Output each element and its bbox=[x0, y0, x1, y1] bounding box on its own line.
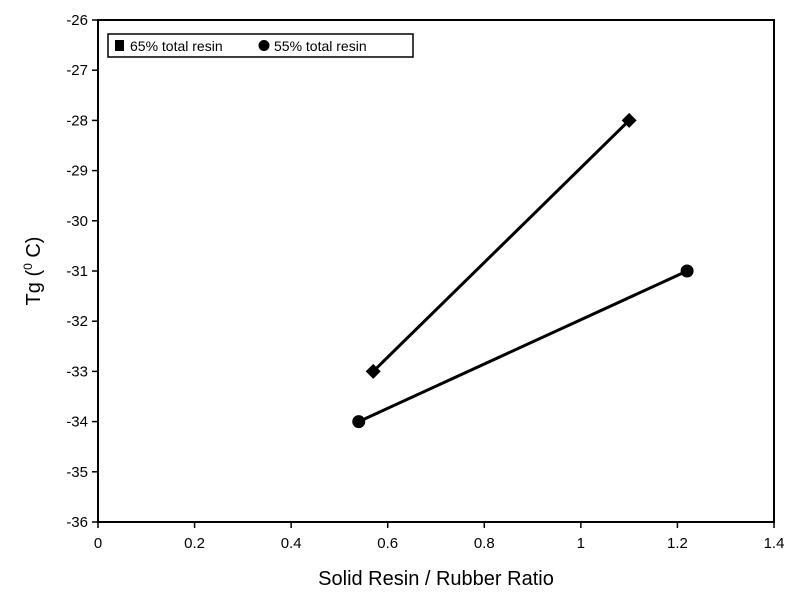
y-axis: -26 -27 -28 -29 -30 -31 -32 -33 -34 -35 -36 bbox=[66, 12, 98, 531]
plot-area bbox=[97, 19, 775, 523]
series-layer bbox=[352, 112, 694, 429]
series-65 bbox=[365, 112, 637, 379]
y-tick-label: -35 bbox=[66, 464, 88, 481]
y-tick-label: -26 bbox=[66, 12, 88, 29]
y-tick-label: -36 bbox=[66, 514, 88, 531]
legend-marker-65 bbox=[115, 40, 124, 51]
x-tick-label: 0.2 bbox=[184, 535, 205, 552]
series-line bbox=[358, 269, 688, 423]
y-axis-title-superscript: 0 bbox=[21, 263, 35, 270]
x-axis-title: Solid Resin / Rubber Ratio bbox=[318, 568, 554, 590]
legend-marker-55 bbox=[258, 40, 270, 51]
data-point bbox=[365, 363, 381, 379]
y-tick-label: -33 bbox=[66, 363, 88, 380]
x-tick-label: 0.4 bbox=[281, 535, 302, 552]
legend: 65% total resin 55% total resin bbox=[107, 33, 414, 58]
y-tick-label: -34 bbox=[66, 414, 88, 431]
x-tick-label: 0 bbox=[94, 535, 102, 552]
x-tick-label: 1.2 bbox=[667, 535, 688, 552]
x-tick-label: 1.4 bbox=[764, 535, 785, 552]
x-tick-label: 0.8 bbox=[474, 535, 495, 552]
data-point bbox=[352, 415, 366, 429]
y-tick-label: -32 bbox=[66, 313, 88, 330]
y-axis-title-unit: C) bbox=[23, 237, 45, 264]
y-tick-label: -31 bbox=[66, 263, 88, 280]
x-tick-label: 0.6 bbox=[377, 535, 398, 552]
x-tick-label: 1 bbox=[577, 535, 585, 552]
legend-label-65: 65% total resin bbox=[130, 38, 223, 54]
y-tick-label: -28 bbox=[66, 112, 88, 129]
series-line bbox=[372, 119, 631, 373]
series-55 bbox=[352, 264, 694, 429]
y-tick-label: -29 bbox=[66, 163, 88, 180]
y-axis-title-main: Tg ( bbox=[23, 270, 45, 306]
y-tick-label: -27 bbox=[66, 62, 88, 79]
data-point bbox=[680, 264, 694, 278]
y-axis-title: Tg (0 C) bbox=[21, 237, 45, 306]
data-point bbox=[621, 112, 637, 128]
y-tick-label: -30 bbox=[66, 213, 88, 230]
x-axis: 0 0.2 0.4 0.6 0.8 1 1.2 1.4 bbox=[94, 522, 785, 552]
legend-label-55: 55% total resin bbox=[274, 38, 367, 54]
